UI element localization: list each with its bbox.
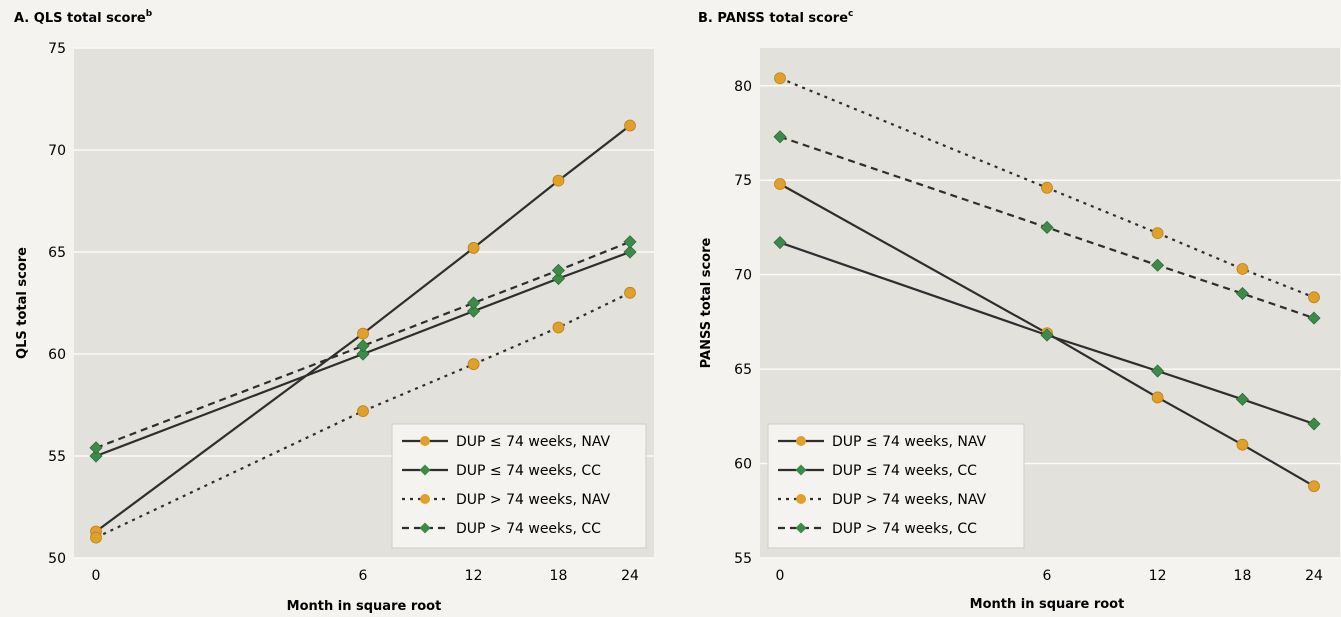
panel-a-y-tick-label: 50 [48, 551, 66, 567]
panel-a-data-point [551, 271, 566, 286]
panel-b-chart: 55 60 65 70 75 80 0 6 12 18 24 Month in square ro… [699, 48, 1340, 612]
panel-b-y-tick-label: 75 [734, 173, 752, 189]
panel-a-data-point [89, 449, 103, 463]
panel-a-legend-marker [420, 494, 430, 504]
panel-a-x-tick-label: 24 [621, 568, 639, 584]
panel-a-legend-label: DUP ≤ 74 weeks, CC [456, 463, 601, 479]
panel-b-data-point [1040, 328, 1054, 342]
panel-b-data-point [1151, 391, 1164, 404]
panel-a-y-tick-label: 65 [48, 245, 66, 261]
panel-b-y-tick-label: 55 [734, 551, 752, 567]
panel-a-y-tick-label: 75 [48, 41, 66, 57]
panel-a-data-point [624, 119, 636, 132]
panel-b-series [773, 72, 1321, 493]
panel-b-data-point [1308, 480, 1320, 493]
panel-b-data-point [1308, 291, 1320, 304]
panel-b-x-tick-label: 24 [1305, 568, 1323, 584]
panel-a-title-superscript: b [146, 9, 153, 19]
panel-b-data-point [1040, 220, 1054, 235]
panel-b-legend-label: DUP > 74 weeks, NAV [832, 492, 986, 508]
panel-a-data-point [357, 405, 369, 418]
panel-b-data-point [1235, 286, 1250, 301]
panel-a-data-point [356, 347, 370, 361]
panel-a-legend-label: DUP ≤ 74 weeks, NAV [456, 434, 610, 450]
panel-a-legend-marker [419, 522, 431, 534]
panel-a-x-tick-label: 12 [465, 568, 483, 584]
panel-b-title-superscript: c [848, 9, 853, 19]
panel-a-x-tick-label: 0 [92, 568, 101, 584]
panel-a-data-point [623, 245, 637, 259]
panel-b-data-point [1307, 417, 1321, 431]
panel-a-legend-label: DUP > 74 weeks, CC [456, 521, 601, 537]
panel-b-legend-marker [796, 436, 806, 446]
panel-b-legend: DUP ≤ 74 weeks, NAV DUP ≤ 74 weeks, CC DUP… [767, 423, 1025, 549]
panel-b-legend-label: DUP > 74 weeks, CC [832, 521, 977, 537]
panel-a-y-tick-label: 60 [48, 347, 66, 363]
panel-a-data-point [467, 296, 481, 310]
panel-a-legend-marker [419, 464, 431, 476]
panel-b-x-tick-label: 18 [1234, 568, 1252, 584]
panel-b-data-point [1236, 263, 1249, 275]
panel-a-data-point [552, 174, 565, 187]
panel-a-data-point [467, 358, 480, 371]
panel-a-series-line [95, 240, 631, 449]
panel-a-title: A. QLS total scoreb [14, 9, 153, 26]
panel-b-data-point [1151, 364, 1165, 378]
panel-b-data-point [773, 235, 787, 250]
panel-b-x-tick-label: 12 [1149, 568, 1167, 584]
panel-a-y-tick-label: 55 [48, 449, 66, 465]
panel-a-data-point [467, 304, 481, 318]
panel-b-title: B. PANSS total scorec [698, 9, 853, 26]
panel-a-data-point [551, 263, 566, 277]
panel-b-y-tick-label: 80 [734, 79, 752, 95]
panel-b-data-point [774, 72, 786, 85]
panel-a-y-ticks: 50 55 60 65 70 75 [48, 41, 66, 567]
panel-b-x-tick-label: 0 [776, 568, 785, 584]
panel-b-x-ticks: 0 6 12 18 24 [776, 568, 1323, 584]
panel-a-data-point [356, 339, 370, 353]
panel-b-data-point [773, 130, 787, 144]
panel-a-chart: 50 55 60 65 70 75 0 6 12 18 24 Month in square ro… [15, 41, 654, 614]
panel-b-x-axis-title: Month in square root [970, 597, 1125, 612]
panel-b-legend-box [767, 423, 1025, 549]
panel-a-y-tick-label: 70 [48, 143, 66, 159]
panel-a-data-point [552, 321, 565, 334]
panel-b-legend-marker [795, 464, 807, 476]
panel-a-legend: DUP ≤ 74 weeks, NAV DUP ≤ 74 weeks, CC DUP… [391, 423, 647, 549]
panel-b-data-point [1151, 227, 1164, 240]
panel-b-data-point [774, 178, 786, 190]
panel-a-data-point [89, 441, 103, 455]
panel-a-data-point [623, 235, 637, 249]
panel-a-data-point [467, 242, 480, 254]
panel-a-series [89, 119, 637, 544]
panel-a-legend-marker [420, 436, 430, 446]
panel-a-legend-box [391, 423, 647, 549]
panel-b-data-point [1236, 438, 1249, 451]
panel-b-y-axis-title: PANSS total score [699, 237, 714, 368]
panel-a-data-point [90, 531, 102, 544]
panel-b-legend-marker [796, 494, 806, 504]
panel-b-data-point [1307, 311, 1321, 325]
panel-b-data-point [1151, 258, 1165, 272]
panel-a-y-axis-title: QLS total score [15, 247, 30, 359]
panel-b-y-tick-label: 65 [734, 362, 752, 378]
panel-b-legend-label: DUP ≤ 74 weeks, CC [832, 463, 977, 479]
panel-b-y-tick-label: 70 [734, 268, 752, 284]
panel-b-y-ticks: 55 60 65 70 75 80 [734, 79, 752, 567]
panel-a-x-tick-label: 6 [359, 568, 368, 584]
panel-b-data-point [1235, 392, 1250, 406]
panel-a-data-point [357, 327, 369, 340]
panel-a-data-point [624, 286, 636, 299]
panel-a-legend-label: DUP > 74 weeks, NAV [456, 492, 610, 508]
panel-b-x-tick-label: 6 [1043, 568, 1052, 584]
panel-a-x-ticks: 0 6 12 18 24 [92, 568, 639, 584]
panel-a-x-axis-title: Month in square root [287, 599, 442, 614]
panel-b-data-point [1041, 181, 1053, 194]
panel-b-legend-marker [795, 522, 807, 534]
panel-b-y-tick-label: 60 [734, 457, 752, 473]
panel-b-legend-label: DUP ≤ 74 weeks, NAV [832, 434, 986, 450]
panel-a-x-tick-label: 18 [550, 568, 568, 584]
